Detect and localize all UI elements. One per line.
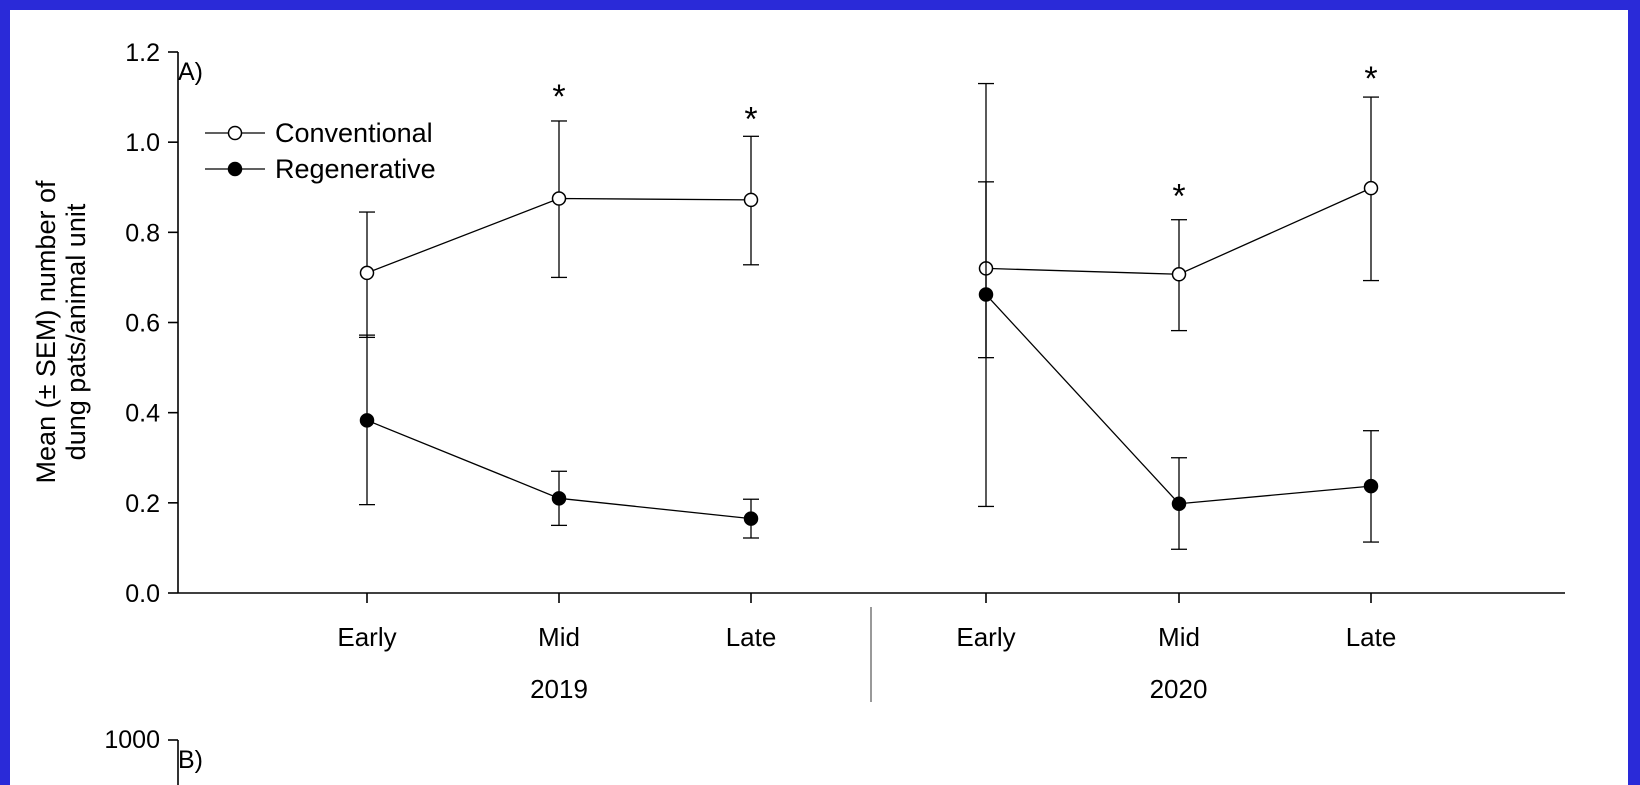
y-tick-label: 1.0: [125, 129, 160, 157]
conventional-point: [1363, 180, 1379, 196]
significance-marker: *: [1364, 60, 1377, 98]
legend-regenerative-label: Regenerative: [275, 154, 436, 184]
x-axis-labels: Early Mid Late 2019 Early Mid Late 2020: [337, 593, 1396, 704]
panel-label-b: B): [178, 746, 203, 774]
x-tick-label: Mid: [1158, 622, 1200, 652]
y-tick-label: 0.4: [125, 400, 160, 428]
panel-b: 1000 B): [104, 726, 203, 785]
panel-label-a: A): [178, 58, 203, 86]
chart-legend: Conventional Regenerative: [205, 118, 436, 184]
y-tick-label: 1.2: [125, 39, 160, 67]
y-tick-label: 0.0: [125, 580, 160, 608]
x-tick-label: Early: [956, 622, 1015, 652]
conventional-point: [743, 192, 759, 208]
x-tick-label: Late: [726, 622, 777, 652]
conventional-point: [1171, 267, 1187, 282]
regenerative-point: [978, 287, 994, 302]
significance-marker: *: [552, 78, 565, 116]
regenerative-point: [551, 491, 567, 506]
y-tick-label: 0.6: [125, 310, 160, 338]
regenerative-point: [1363, 478, 1379, 494]
legend-regenerative-marker: [227, 161, 243, 177]
x-group-label: 2020: [1150, 674, 1208, 704]
significance-marker: *: [744, 101, 757, 139]
regenerative-point: [743, 511, 759, 526]
y-tick-label: 0.2: [125, 490, 160, 518]
x-tick-label: Late: [1346, 622, 1397, 652]
y-axis-label-line-2: dung pats/animal unit: [61, 203, 91, 460]
panel-b-y-tick-label: 1000: [104, 726, 160, 754]
legend-conventional-label: Conventional: [275, 118, 433, 148]
x-tick-label: Early: [337, 622, 396, 652]
dung-pats-chart: 0.00.20.40.60.81.01.2 Early Mid Late2019Ea…: [31, 39, 1565, 785]
conventional-point: [551, 191, 567, 206]
x-tick-label: Mid: [538, 622, 580, 652]
regenerative-point: [1171, 496, 1187, 511]
chart-annotations: * * * *: [552, 60, 1377, 215]
conventional-point: [359, 265, 375, 281]
x-group-label: 2019: [530, 674, 588, 704]
y-axis-ticks: 0.0 0.2 0.4 0.6 0.8 1.0 1.2: [125, 39, 178, 608]
regenerative-point: [359, 413, 375, 428]
figure-panel: 0.0 0.2 0.4 0.6 0.8 1.0 1.2 Early Mid Late 2019 Ea…: [10, 10, 1628, 785]
y-tick-label: 0.8: [125, 219, 160, 247]
chart-axes: [177, 52, 1565, 702]
y-axis-label-line-1: Mean (± SEM) number of: [31, 180, 61, 483]
legend-conventional-marker: [227, 125, 243, 141]
chart-series: [359, 82, 1379, 550]
significance-marker: *: [1172, 177, 1185, 215]
